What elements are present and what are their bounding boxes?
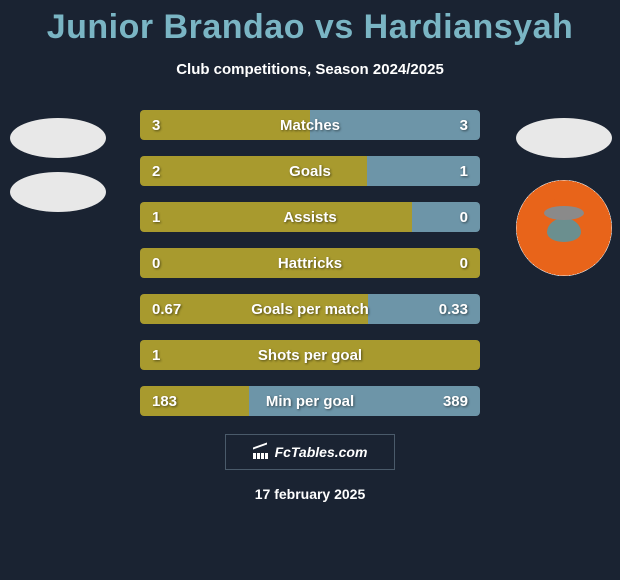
stat-label: Min per goal xyxy=(266,393,354,410)
page-subtitle: Club competitions, Season 2024/2025 xyxy=(0,61,620,78)
brand-badge: FcTables.com xyxy=(225,434,395,470)
stat-label: Assists xyxy=(283,209,336,226)
stat-right-value: 389 xyxy=(443,393,468,410)
stat-label: Goals xyxy=(289,163,331,180)
stat-right-value: 0.33 xyxy=(439,301,468,318)
stat-row-content: 1 Assists 0 xyxy=(140,202,480,232)
team-right-logo xyxy=(516,180,612,276)
stat-row-content: 2 Goals 1 xyxy=(140,156,480,186)
stat-right-value: 0 xyxy=(460,209,468,226)
comparison-bars: 3 Matches 3 2 Goals 1 1 Assists 0 0 Hattricks 0 0.67… xyxy=(140,110,480,416)
stat-right-value: 3 xyxy=(460,117,468,134)
stat-left-value: 1 xyxy=(152,347,160,364)
footer-date: 17 february 2025 xyxy=(0,486,620,502)
stat-label: Hattricks xyxy=(278,255,342,272)
stat-right-value: 1 xyxy=(460,163,468,180)
stat-row: 0.67 Goals per match 0.33 xyxy=(140,294,480,324)
stat-right-value: 0 xyxy=(460,255,468,272)
page-title: Junior Brandao vs Hardiansyah xyxy=(0,8,620,47)
team-left-logo-placeholder xyxy=(10,172,106,212)
header: Junior Brandao vs Hardiansyah Club compe… xyxy=(0,0,620,78)
stat-row-content: 0.67 Goals per match 0.33 xyxy=(140,294,480,324)
brand-text: FcTables.com xyxy=(275,444,368,460)
chart-icon xyxy=(253,445,269,459)
stat-row: 0 Hattricks 0 xyxy=(140,248,480,278)
stat-row: 2 Goals 1 xyxy=(140,156,480,186)
stat-left-value: 183 xyxy=(152,393,177,410)
stat-label: Goals per match xyxy=(251,301,369,318)
stat-label: Matches xyxy=(280,117,340,134)
stat-row: 3 Matches 3 xyxy=(140,110,480,140)
team-right-logo-inner xyxy=(534,198,594,258)
stat-left-value: 1 xyxy=(152,209,160,226)
stat-row-content: 3 Matches 3 xyxy=(140,110,480,140)
stat-label: Shots per goal xyxy=(258,347,362,364)
stat-row: 1 Assists 0 xyxy=(140,202,480,232)
stat-row: 183 Min per goal 389 xyxy=(140,386,480,416)
player-right-avatar-placeholder xyxy=(516,118,612,158)
stat-left-value: 0 xyxy=(152,255,160,272)
stat-row-content: 1 Shots per goal xyxy=(140,340,480,370)
stat-row-content: 183 Min per goal 389 xyxy=(140,386,480,416)
player-left-avatar-placeholder xyxy=(10,118,106,158)
stat-row: 1 Shots per goal xyxy=(140,340,480,370)
stat-left-value: 3 xyxy=(152,117,160,134)
stat-row-content: 0 Hattricks 0 xyxy=(140,248,480,278)
stat-left-value: 0.67 xyxy=(152,301,181,318)
stat-left-value: 2 xyxy=(152,163,160,180)
